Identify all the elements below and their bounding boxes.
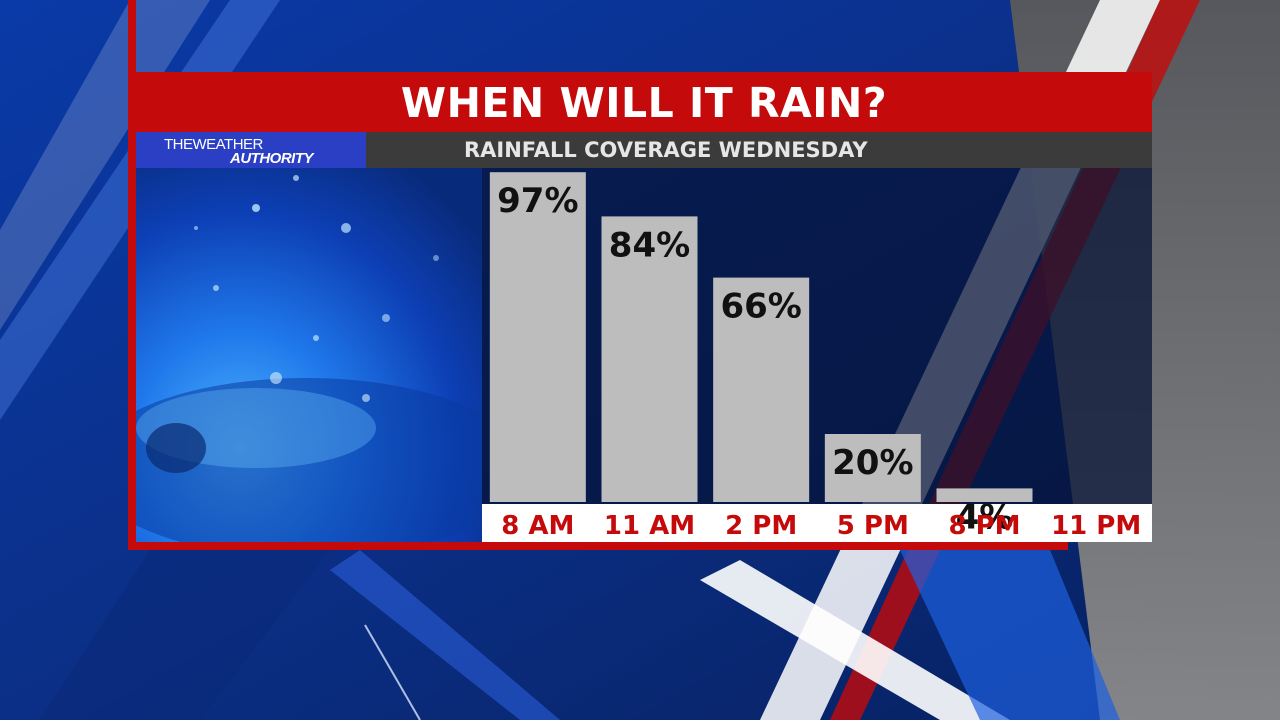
bar — [489, 172, 586, 502]
x-tick-label: 11 AM — [604, 511, 695, 541]
brand-logo-line2: AUTHORITY — [230, 150, 314, 167]
accent-bar-bottom — [128, 542, 1068, 550]
accent-bar-left — [128, 0, 136, 550]
rain-splash-photo — [136, 168, 482, 542]
bar — [824, 434, 921, 502]
chart-title: WHEN WILL IT RAIN? — [136, 72, 1152, 132]
chart-subtitle: RAINFALL COVERAGE WEDNESDAY — [464, 138, 868, 162]
x-tick-label: 11 PM — [1051, 511, 1141, 541]
bar — [713, 277, 810, 502]
bar — [601, 216, 698, 502]
x-tick-label: 5 PM — [837, 511, 909, 541]
x-tick-label: 8 PM — [948, 511, 1020, 541]
bar-value-label: 97% — [497, 181, 578, 221]
bar-value-label: 20% — [832, 443, 913, 483]
bar — [936, 488, 1033, 502]
bar-value-label: 66% — [720, 287, 801, 327]
x-tick-label: 2 PM — [725, 511, 797, 541]
brand-logo-line1: THEWEATHER — [164, 136, 263, 153]
plot-area — [482, 168, 1152, 504]
bar-value-label: 84% — [609, 225, 690, 265]
x-axis-label-strip — [482, 504, 1152, 542]
brand-logo-box — [136, 132, 366, 168]
bar-chart: 97% 8 AM 84% 11 AM 66% 2 PM 20% 5 PM 4%8 PM 11 PM — [482, 172, 1152, 542]
x-tick-label: 8 AM — [501, 511, 574, 541]
bar-value-label: 4% — [956, 497, 1014, 537]
subtitle-bar: RAINFALL COVERAGE WEDNESDAY — [366, 132, 1152, 168]
